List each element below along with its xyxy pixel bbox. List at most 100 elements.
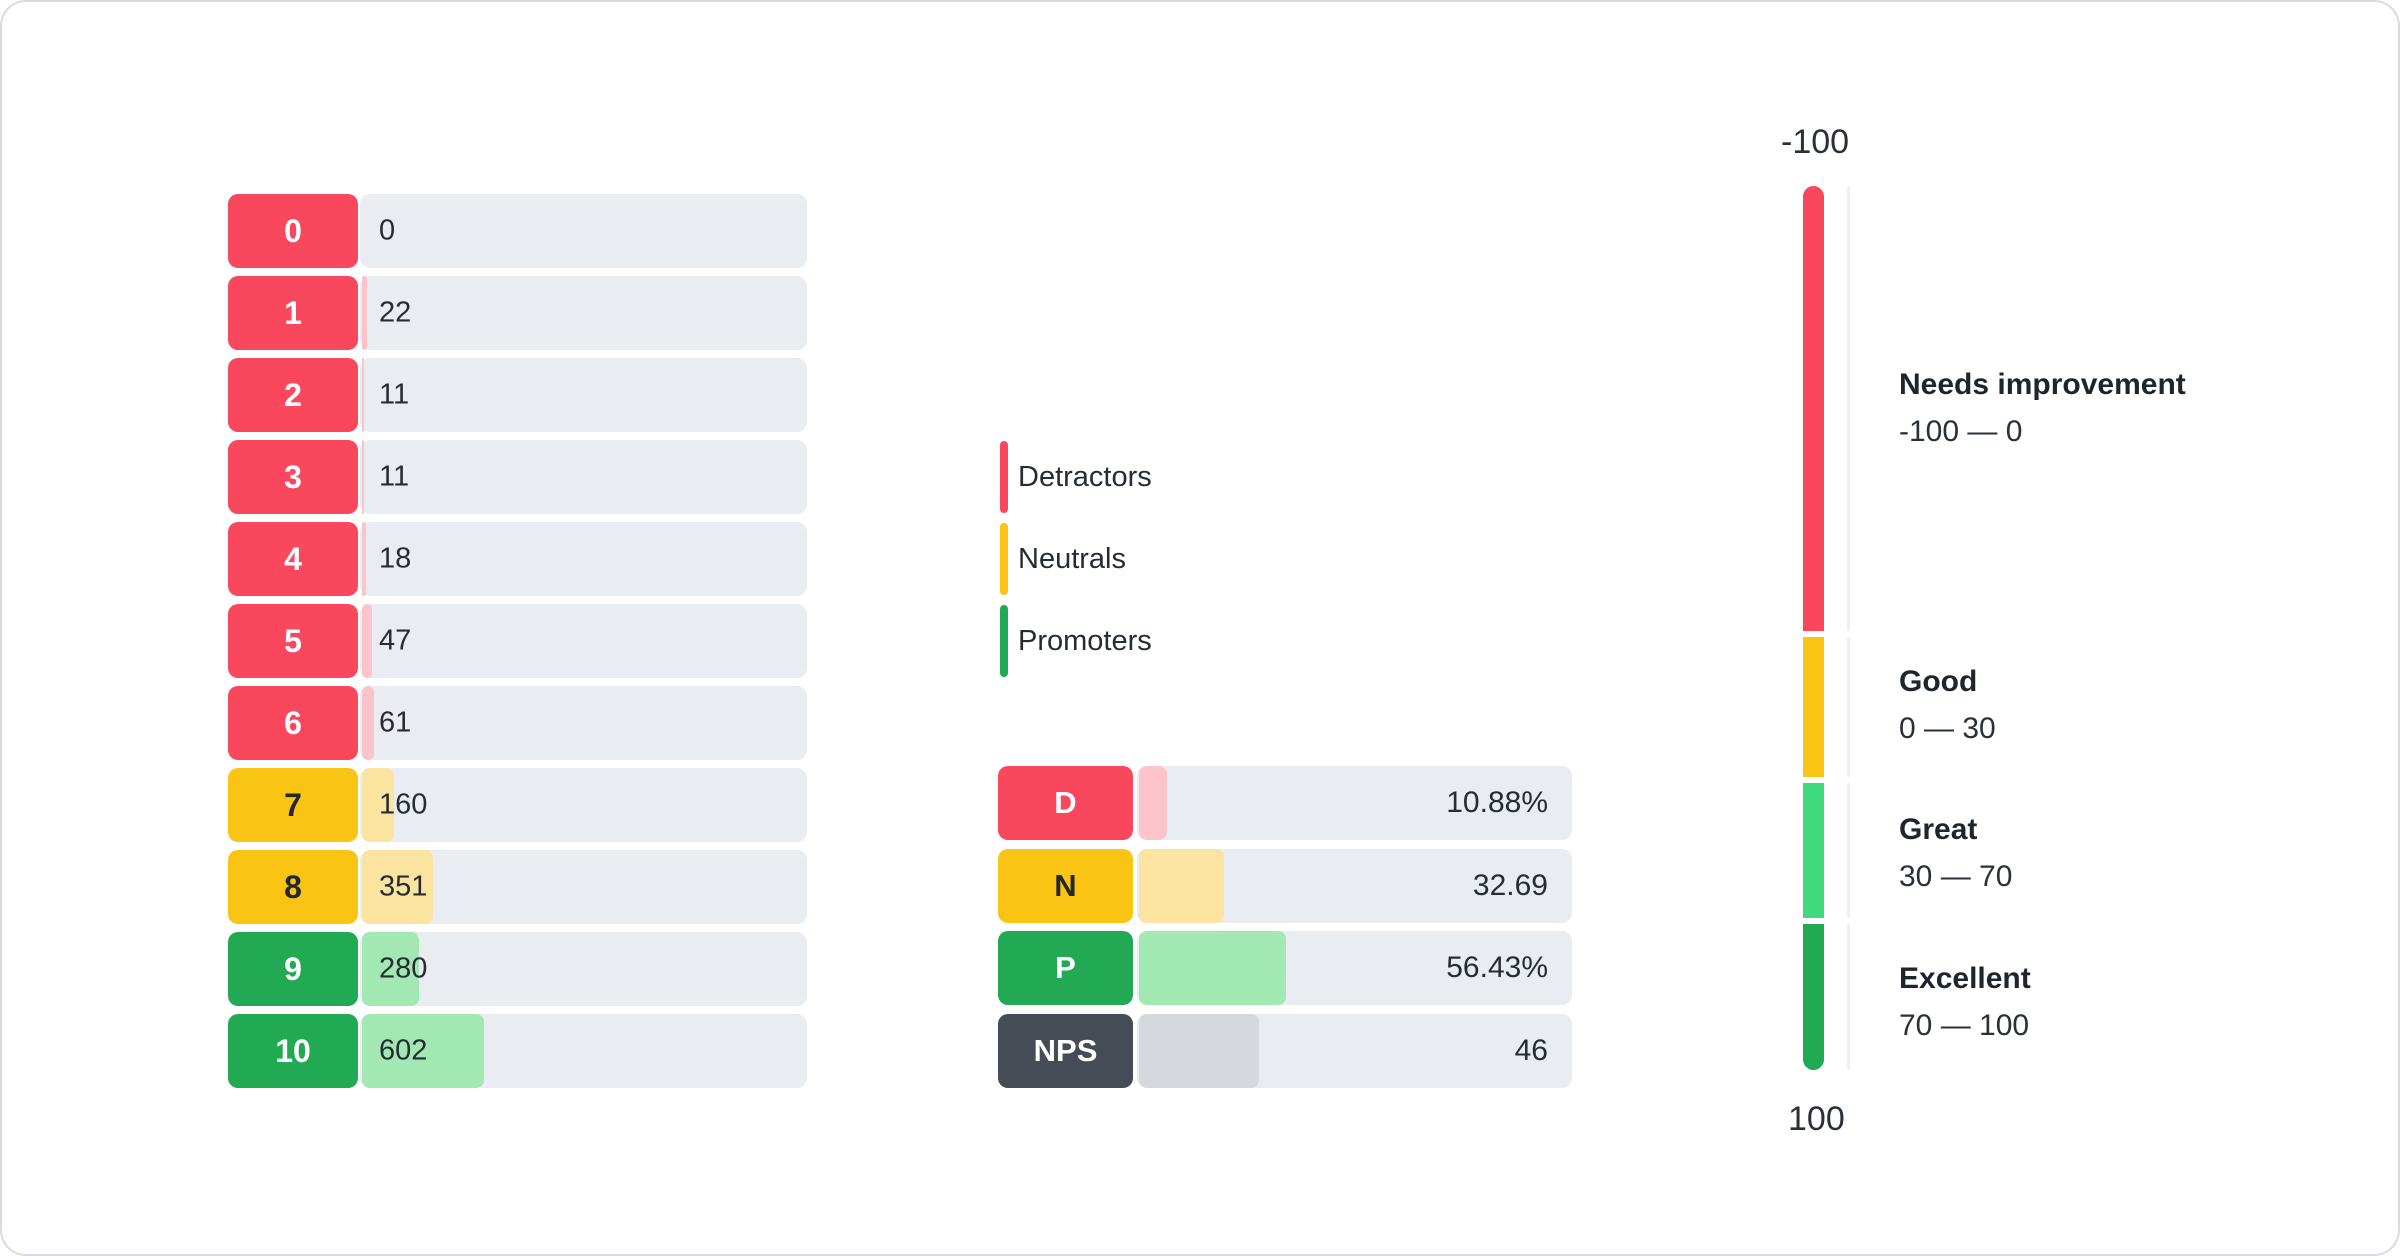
summary-value: 46 xyxy=(1514,1033,1548,1067)
summary-bar-fill xyxy=(1139,1013,1259,1088)
score-bar-track: 0 xyxy=(360,194,807,268)
zone-range: 70 — 100 xyxy=(1899,1009,2030,1042)
summary-row: D 10.88% xyxy=(998,766,1572,840)
legend-swatch xyxy=(1000,441,1008,513)
zone-name: Good xyxy=(1899,665,1978,698)
gauge-segment xyxy=(1803,637,1824,777)
score-row: 0 0 xyxy=(228,194,807,268)
summary-value: 56.43% xyxy=(1446,951,1548,984)
score-chip: 9 xyxy=(228,932,358,1006)
score-bar-fill xyxy=(362,932,419,1006)
gauge-zone-label: Excellent 70 — 100 xyxy=(1899,964,2031,1041)
score-row: 9 280 xyxy=(228,932,807,1006)
score-chip: 4 xyxy=(228,522,358,596)
score-count: 0 xyxy=(379,214,396,247)
summary-bar-track: 56.43% xyxy=(1137,931,1572,1005)
legend-label: Neutrals xyxy=(1018,542,1126,575)
score-bar-fill xyxy=(362,358,365,432)
gauge-max-negative-label: -100 xyxy=(1781,123,1850,161)
score-bar-track: 61 xyxy=(360,686,807,760)
summary-bar-track: 32.69 xyxy=(1137,848,1572,923)
score-row: 5 47 xyxy=(228,604,807,678)
summary-bar-track: 46 xyxy=(1137,1013,1572,1088)
score-bar-track: 11 xyxy=(360,358,807,432)
score-row: 10 602 xyxy=(228,1014,807,1088)
score-bar-fill xyxy=(362,276,367,350)
gauge-zone-label: Great 30 — 70 xyxy=(1899,815,2012,892)
score-bar-track: 160 xyxy=(360,768,807,842)
score-bar-track: 18 xyxy=(360,522,807,596)
summary-row: N 32.69 xyxy=(998,848,1572,923)
score-count: 11 xyxy=(379,378,410,411)
gauge-tick-track xyxy=(1847,186,1850,1070)
gauge-zone-label: Needs improvement -100 — 0 xyxy=(1899,370,2186,447)
score-count: 11 xyxy=(379,460,410,493)
zone-name: Needs improvement xyxy=(1899,368,2186,401)
legend-swatch xyxy=(1000,605,1008,677)
category-summary-chart: D 10.88% N 32.69 P 56.43% NPS 46 xyxy=(998,766,1572,1088)
gauge-zone-label: Good 0 — 30 xyxy=(1899,667,1996,744)
zone-range: -100 — 0 xyxy=(1899,415,2023,448)
summary-value: 32.69 xyxy=(1472,868,1548,902)
score-bar-fill xyxy=(362,850,434,924)
zone-range: 30 — 70 xyxy=(1899,860,2013,893)
score-row: 6 61 xyxy=(228,686,807,760)
gauge-max-positive-label: 100 xyxy=(1788,1100,1845,1138)
summary-bar-fill xyxy=(1139,848,1224,923)
gauge-bar xyxy=(1803,186,1824,1070)
score-bar-fill xyxy=(362,1014,484,1088)
score-row: 1 22 xyxy=(228,276,807,350)
score-count: 18 xyxy=(379,542,412,575)
summary-row: P 56.43% xyxy=(998,931,1572,1005)
gauge-tick xyxy=(1847,186,1850,631)
score-row: 3 11 xyxy=(228,440,807,514)
gauge-tick xyxy=(1847,637,1850,777)
score-distribution-chart: 0 0 1 22 2 11 3 11 4 18 5 47 xyxy=(228,194,807,1088)
score-chip: 1 xyxy=(228,276,358,350)
legend-item: Detractors xyxy=(1000,441,1152,513)
summary-bar-track: 10.88% xyxy=(1137,766,1572,840)
score-bar-track: 351 xyxy=(360,850,807,924)
zone-name: Excellent xyxy=(1899,962,2031,995)
score-chip: 8 xyxy=(228,850,358,924)
score-count: 351 xyxy=(379,870,428,903)
score-row: 4 18 xyxy=(228,522,807,596)
gauge-tick xyxy=(1847,924,1850,1070)
summary-bar-fill xyxy=(1139,766,1168,840)
summary-bar-fill xyxy=(1139,931,1286,1005)
zone-range: 0 — 30 xyxy=(1899,712,1996,745)
score-row: 2 11 xyxy=(228,358,807,432)
zone-name: Great xyxy=(1899,813,1978,846)
score-count: 61 xyxy=(379,706,412,739)
summary-chip: P xyxy=(998,931,1133,1005)
summary-chip: D xyxy=(998,766,1133,840)
score-chip: 5 xyxy=(228,604,358,678)
score-bar-fill xyxy=(362,686,375,760)
score-chip: 10 xyxy=(228,1014,358,1088)
score-count: 160 xyxy=(379,788,428,821)
score-bar-fill xyxy=(362,440,365,514)
score-bar-track: 47 xyxy=(360,604,807,678)
legend-item: Promoters xyxy=(1000,605,1152,677)
score-count: 280 xyxy=(379,952,428,985)
legend-swatch xyxy=(1000,523,1008,595)
legend-label: Detractors xyxy=(1018,460,1152,493)
summary-chip: N xyxy=(998,848,1133,923)
score-chip: 2 xyxy=(228,358,358,432)
score-chip: 0 xyxy=(228,194,358,268)
score-row: 8 351 xyxy=(228,850,807,924)
nps-legend: Detractors Neutrals Promoters xyxy=(1000,441,1152,677)
legend-item: Neutrals xyxy=(1000,523,1152,595)
score-chip: 7 xyxy=(228,768,358,842)
summary-row: NPS 46 xyxy=(998,1013,1572,1088)
summary-chip: NPS xyxy=(998,1013,1133,1088)
legend-label: Promoters xyxy=(1018,624,1152,657)
score-bar-track: 280 xyxy=(360,932,807,1006)
score-bar-track: 11 xyxy=(360,440,807,514)
summary-value: 10.88% xyxy=(1446,786,1548,819)
score-count: 602 xyxy=(379,1034,428,1067)
gauge-tick xyxy=(1847,783,1850,918)
gauge-segment xyxy=(1803,186,1824,631)
score-row: 7 160 xyxy=(228,768,807,842)
